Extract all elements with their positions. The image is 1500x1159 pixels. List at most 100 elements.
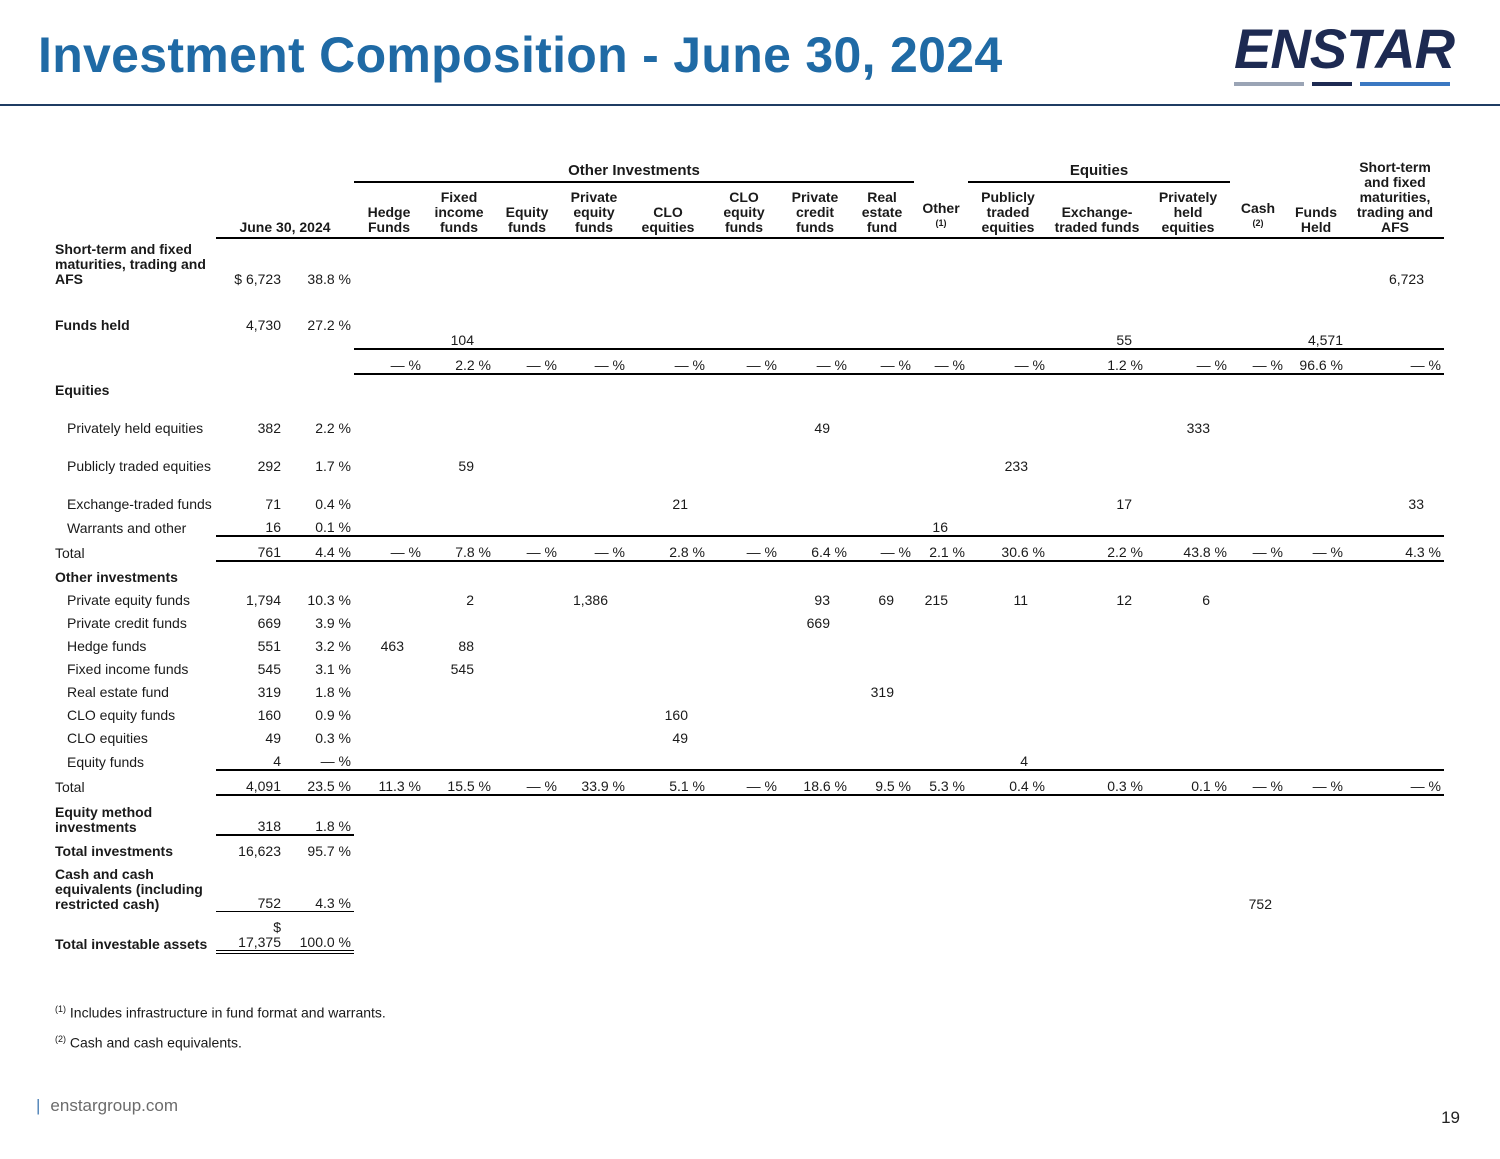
cell-pct: — % [1230,349,1286,375]
row-label: Equity method investments [55,804,153,835]
cell-pct: 2.2 % [315,420,351,436]
logo-wordmark: ENSTAR [1234,17,1455,80]
row-label: Privately held equities [67,420,204,436]
col-clo-equities: CLO equities [628,181,708,240]
section-heading: Equities [55,382,110,398]
cell-pct: — % [560,536,628,562]
cell-pct: 0.3 % [1048,770,1146,796]
footnote-text: Includes infrastructure in fund format a… [69,1004,386,1021]
row-label: Private equity funds [67,592,190,608]
cell-pct: — % [494,349,560,375]
col-cash: Cash (2) [1230,181,1286,240]
col-privately-held: Privately held equities [1146,181,1230,240]
cell-pct: 0.1 % [284,512,354,537]
cell-value: 1,386 [572,592,608,608]
cell-amount: 160 [257,707,281,723]
cell-pct: — % [850,536,914,562]
col-hedge-funds: Hedge Funds [354,181,424,240]
col-other-note: (1) [935,218,947,229]
cell-value: 69 [878,592,894,608]
cell-amount: $ 6,723 [234,271,281,287]
cell-value: 93 [814,592,830,608]
table-row: Hedge funds 551 3.2 % 463 88 [52,631,1444,654]
cell-pct: 9.5 % [850,770,914,796]
investment-composition-table: Other Investments Equities Short-term an… [52,160,1444,954]
table-row-total: Total 761 4.4 % — % 7.8 % — % — % 2.8 % … [52,536,1444,562]
cell-value: 16 [914,512,968,537]
cell-value: 233 [1004,458,1028,474]
cell-pct: 43.8 % [1146,536,1230,562]
footer-url-text[interactable]: enstargroup.com [50,1096,178,1115]
row-label: Publicly traded equities [67,458,211,474]
cell-pct: 38.8 % [307,271,351,287]
table-row: Exchange-traded funds 71 0.4 % 21 17 33 [52,474,1444,512]
cell-pct: — % [494,536,560,562]
cell-amount: 752 [216,859,284,912]
cell-amount: 761 [216,536,284,562]
cell-pct: — % [850,349,914,375]
row-label: Fixed income funds [67,661,189,677]
col-other: Other (1) [914,181,968,240]
cell-value: 17 [1116,496,1132,512]
cell-pct: — % [780,349,850,375]
section-heading: Other investments [55,569,178,585]
col-real-estate-fund: Real estate fund [850,181,914,240]
col-private-equity-funds: Private equity funds [560,181,628,240]
table-row: Private credit funds 669 3.9 % 669 [52,608,1444,631]
footer-divider: | [36,1096,41,1115]
table-row: Equity method investments 318 1.8 % [52,795,1444,836]
table-row: Equity funds 4 — % 4 [52,746,1444,771]
cell-pct: 3.1 % [315,661,351,677]
cell-value: 55 [1048,287,1146,350]
cell-pct: — % [560,349,628,375]
cell-pct: 0.9 % [315,707,351,723]
cell-value: 59 [458,458,474,474]
table-row: Publicly traded equities 292 1.7 % 59 23… [52,436,1444,474]
row-label: Total investable assets [55,936,208,952]
cell-pct: 0.1 % [1146,770,1230,796]
cell-pct: — % [1286,536,1346,562]
row-label: Real estate fund [67,684,169,700]
cell-value: 104 [424,287,494,350]
section-heading-row: Other investments [52,561,1444,585]
cell-amount: 49 [265,730,281,746]
row-label: Hedge funds [67,638,147,654]
cell-value: 6,723 [1388,271,1424,287]
table-row: Total investments 16,623 95.7 % [52,835,1444,859]
table-row: Fixed income funds 545 3.1 % 545 [52,654,1444,677]
cell-pct: — % [1230,536,1286,562]
cell-amount: 318 [216,795,284,836]
col-private-credit-funds: Private credit funds [780,181,850,240]
row-label: CLO equities [67,730,148,746]
cell-amount: 551 [257,638,281,654]
cell-pct: 3.9 % [315,615,351,631]
cell-value: 49 [814,420,830,436]
logo-stripe [1234,82,1304,86]
table-row: Total investable assets $17,375 100.0 % [52,911,1444,954]
table-row-total: Total 4,091 23.5 % 11.3 % 15.5 % — % 33.… [52,770,1444,796]
cell-pct: — % [1230,770,1286,796]
cell-pct: — % [708,349,780,375]
footnote-text: Cash and cash equivalents. [69,1034,242,1051]
cell-pct: — % [1346,349,1444,375]
amount-value: 17,375 [238,934,281,950]
cell-pct: 1.2 % [1048,349,1146,375]
cell-pct: — % [1286,770,1346,796]
cell-value: 49 [672,730,688,746]
cell-pct: 0.4 % [968,770,1048,796]
cell-pct: 23.5 % [284,770,354,796]
enstar-logo: ENSTAR [1230,17,1466,90]
cell-pct: — % [914,349,968,375]
cell-value: 4 [968,746,1048,771]
cell-pct: 6.4 % [780,536,850,562]
page-number: 19 [1441,1108,1460,1127]
cell-value: 752 [1248,895,1272,912]
col-publicly-traded: Publicly traded equities [968,181,1048,240]
cell-pct: 30.6 % [968,536,1048,562]
row-label: Private credit funds [67,615,187,631]
col-equity-funds: Equity funds [494,181,560,240]
row-label: Warrants and other [67,520,187,536]
cell-value: 669 [806,615,830,631]
row-label: Funds held [55,316,130,333]
cell-value: 33 [1408,496,1424,512]
